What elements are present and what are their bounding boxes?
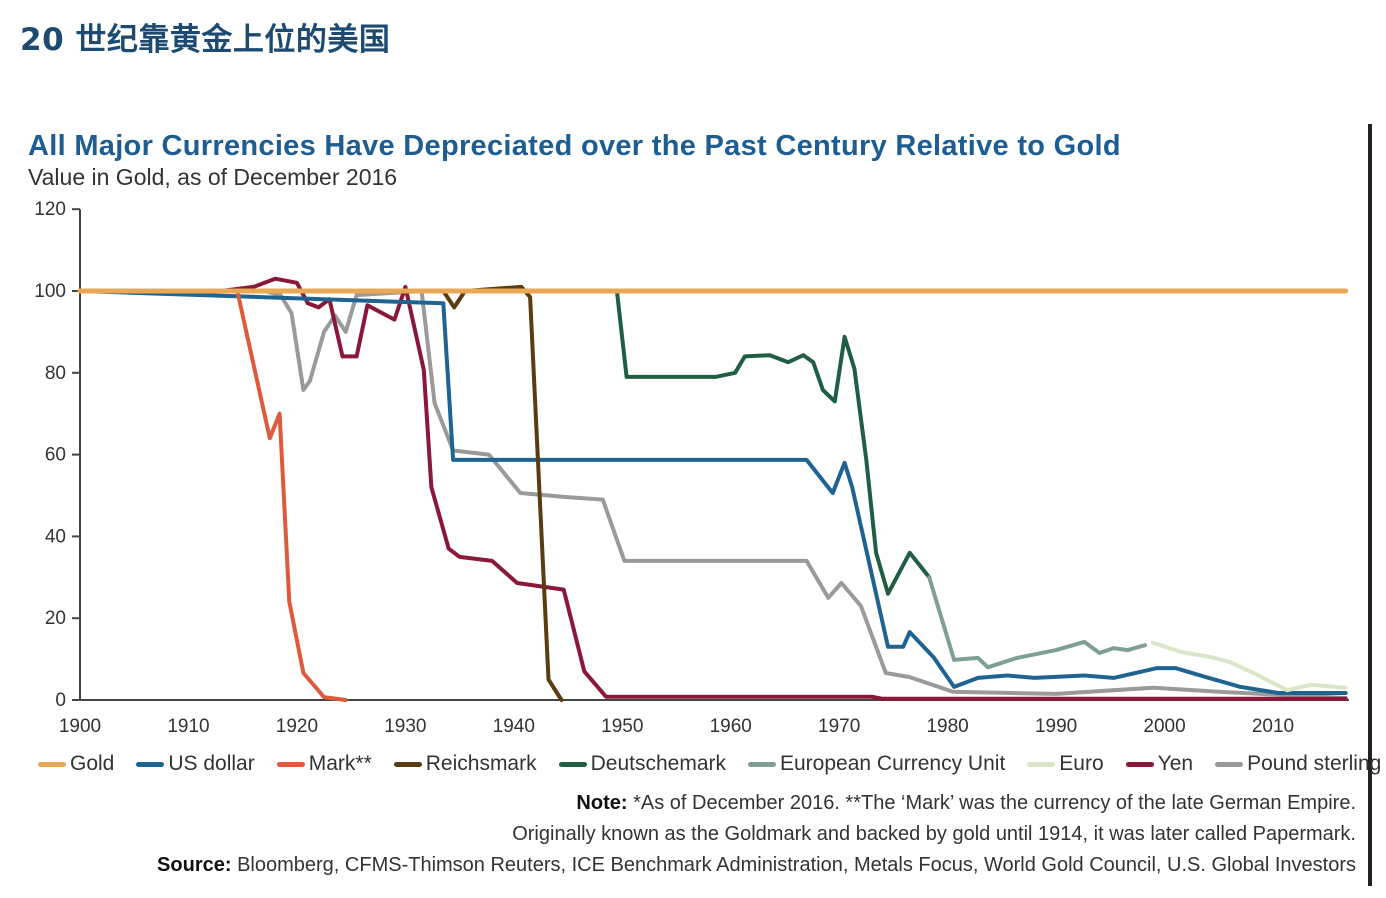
legend-label: Yen [1157,752,1194,775]
legend-label: US dollar [168,752,255,775]
note-line-1: Note: *As of December 2016. **The ‘Mark’… [576,792,1356,815]
legend-item: US dollar [136,752,255,776]
legend-swatch [136,761,165,767]
legend-item: Euro [1027,752,1104,776]
legend-item: Gold [38,752,114,776]
series-line-yen [78,276,1348,701]
chart-subtitle: Value in Gold, as of December 2016 [28,164,398,190]
note-text-1: *As of December 2016. **The ‘Mark’ was t… [633,792,1356,814]
x-tick-label: 1900 [59,716,101,737]
x-tick-label: 1920 [276,716,318,737]
y-tick-label: 40 [45,526,66,547]
legend-item: Pound sterling [1215,752,1381,776]
source-text: Bloomberg, CFMS-Thimson Reuters, ICE Ben… [237,854,1356,876]
legend-item: Reichsmark [393,752,537,776]
x-tick-label: 1950 [601,716,643,737]
chart-title: All Major Currencies Have Depreciated ov… [28,130,1121,162]
source-label: Source: [157,854,232,876]
y-tick-label: 0 [55,690,66,711]
x-tick-label: 1960 [710,716,752,737]
series-line-euro [1150,640,1348,693]
legend-swatch [1027,761,1056,767]
x-tick-label: 2000 [1143,716,1185,737]
legend-label: Euro [1059,752,1104,775]
legend-item: European Currency Unit [748,752,1005,776]
legend-label: European Currency Unit [780,752,1006,775]
legend-label: Mark** [308,752,372,775]
axes: 0 20 40 60 80 100 120 1900 1910 1920 1930 1940 1950 1… [34,199,1349,737]
series-line-european-currency-unit [927,575,1147,670]
legend-label: Pound sterling [1247,752,1382,775]
note-label: Note: [576,792,628,814]
note-line-2: Originally known as the Goldmark and bac… [512,823,1356,845]
legend-swatch [748,761,776,767]
series-line-mark [78,289,348,702]
page-title: 20 世纪靠黄金上位的美国 [20,22,391,58]
legend-item: Mark** [276,752,372,776]
frame-border [1368,124,1372,886]
legend-swatch [1125,761,1154,767]
legend-swatch [1215,761,1244,767]
x-tick-label: 1930 [384,716,426,737]
legend-label: Deutschemark [590,752,726,775]
x-tick-label: 1910 [167,716,209,737]
x-tick-label: 2010 [1252,716,1294,737]
series-line-deutschemark [614,289,932,596]
legend-label: Reichsmark [425,752,537,775]
x-tick-label: 1970 [818,716,860,737]
legend-swatch [558,761,587,767]
series-line-pound-sterling [78,289,1348,700]
legend-label: Gold [70,752,115,775]
x-tick-label: 1980 [926,716,968,737]
y-tick-label: 120 [34,199,66,220]
y-tick-label: 60 [45,445,66,466]
legend-swatch [393,761,422,767]
x-tick-label: 1940 [493,716,535,737]
series-lines [77,276,1349,702]
y-tick-label: 100 [34,281,66,302]
y-tick-label: 20 [45,608,66,629]
x-tick-label: 1990 [1035,716,1077,737]
legend-swatch [38,761,66,767]
legend-swatch [276,761,305,767]
y-tick-label: 80 [45,363,66,384]
legend: Gold US dollar Mark** Reichsmark Deutschemar… [38,752,1381,776]
series-line-us-dollar [78,289,1348,695]
source-line: Source: Bloomberg, CFMS-Thimson Reuters,… [157,854,1356,877]
legend-item: Yen [1125,752,1194,776]
legend-item: Deutschemark [558,752,726,776]
